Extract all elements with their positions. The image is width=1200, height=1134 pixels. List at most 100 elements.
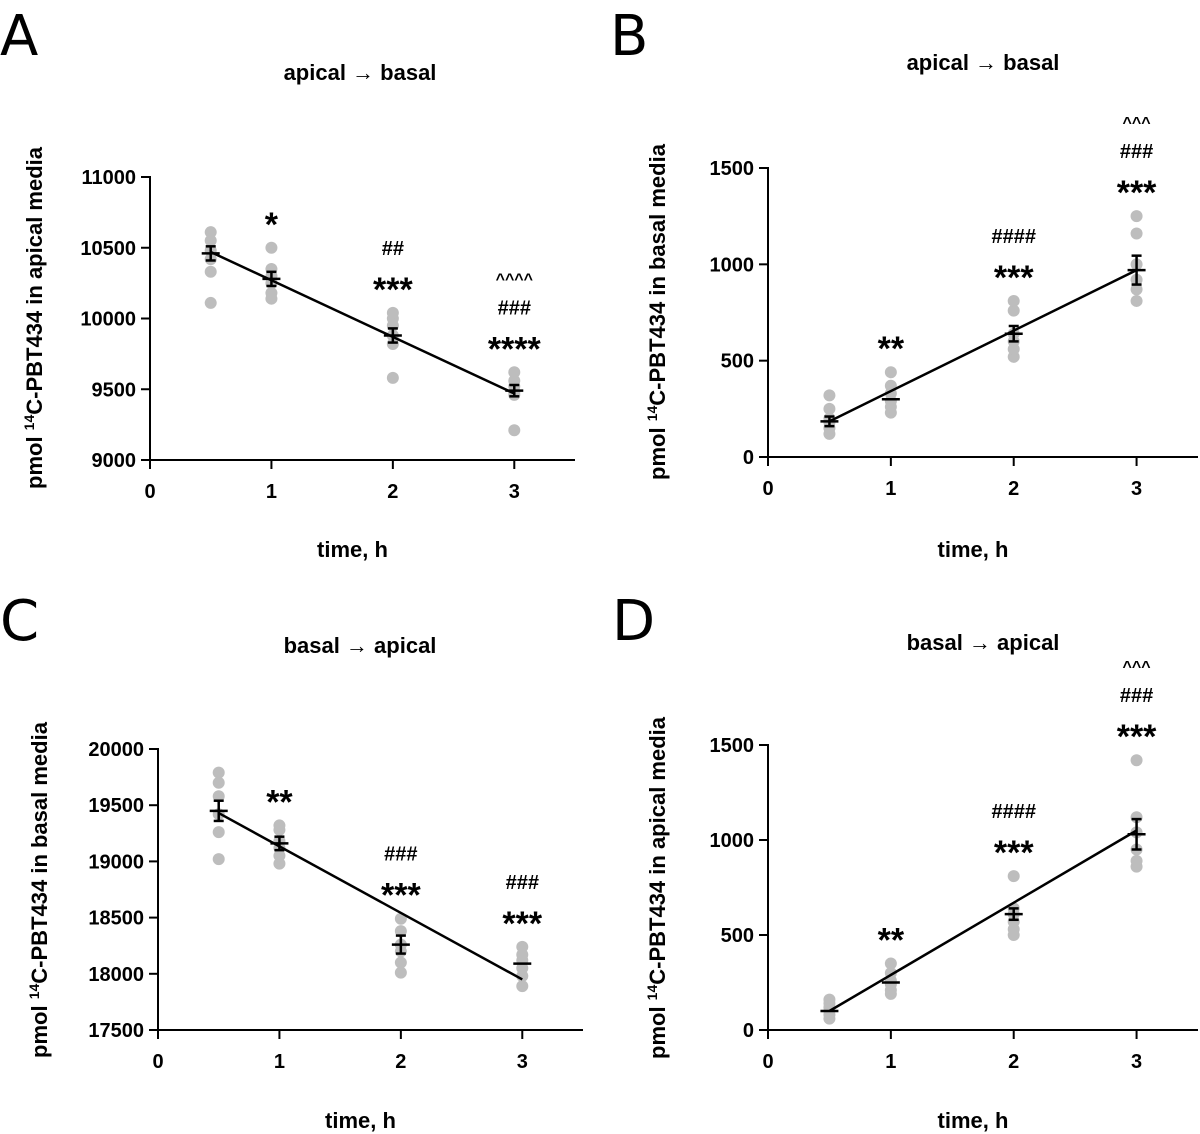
- x-tick-label: 2: [387, 481, 398, 503]
- data-point: [1007, 304, 1020, 317]
- x-tick-label: 2: [1008, 1051, 1019, 1073]
- y-tick-label: 11000: [81, 167, 136, 189]
- x-axis-label: time, h: [938, 1108, 1009, 1133]
- data-point: [1007, 294, 1020, 307]
- mean-error-bar: [209, 799, 228, 823]
- data-point: [204, 296, 217, 309]
- significance-mark: ###: [384, 844, 417, 866]
- chart-title: apical → basal: [284, 60, 437, 85]
- x-tick-label: 2: [395, 1051, 406, 1073]
- x-tick-label: 2: [1008, 478, 1019, 500]
- data-point: [212, 826, 225, 839]
- significance-mark: **: [878, 922, 905, 960]
- x-tick-label: 0: [762, 478, 773, 500]
- y-tick-label: 18500: [88, 908, 144, 930]
- chart-title: apical → basal: [907, 50, 1060, 75]
- data-point: [386, 306, 399, 319]
- mean-error-bar: [262, 270, 281, 288]
- y-tick-label: 20000: [88, 739, 144, 761]
- panel-letter: A: [0, 4, 38, 69]
- significance-mark: **: [266, 783, 293, 821]
- chart-title: basal → apical: [284, 633, 437, 658]
- regression-line: [828, 829, 1138, 1013]
- mean-error-bar: [820, 415, 839, 428]
- data-point: [394, 925, 407, 938]
- mean-error-bar: [270, 835, 289, 852]
- regression-line: [218, 811, 523, 981]
- significance-mark: ###: [498, 297, 531, 319]
- data-point: [823, 993, 836, 1006]
- significance-mark: ##: [382, 238, 404, 260]
- mean-error-bar: [391, 934, 410, 955]
- data-point: [212, 790, 225, 803]
- y-tick-label: 0: [743, 1020, 754, 1042]
- data-point: [212, 853, 225, 866]
- data-point: [1130, 227, 1143, 240]
- y-axis-label: pmol 14C-PBT434 in apical media: [21, 146, 47, 489]
- significance-mark: ***: [1117, 718, 1157, 756]
- data-point: [884, 957, 897, 970]
- x-tick-label: 1: [274, 1051, 285, 1073]
- data-point: [1007, 870, 1020, 883]
- mean-error-bar: [1127, 817, 1146, 851]
- x-axis-label: time, h: [317, 537, 388, 562]
- y-tick-label: 500: [721, 925, 754, 947]
- data-point: [265, 241, 278, 254]
- x-tick-label: 3: [1131, 478, 1142, 500]
- data-point: [386, 371, 399, 384]
- y-tick-label: 1000: [710, 254, 755, 276]
- y-tick-label: 1500: [710, 158, 755, 180]
- data-point: [1130, 754, 1143, 767]
- x-tick-label: 3: [517, 1051, 528, 1073]
- significance-mark: ####: [991, 801, 1036, 823]
- data-point: [516, 940, 529, 953]
- y-tick-label: 1000: [710, 830, 755, 852]
- data-point: [508, 366, 521, 379]
- data-point: [823, 402, 836, 415]
- mean-error-bar: [505, 383, 524, 398]
- x-axis-label: time, h: [938, 537, 1009, 562]
- data-point: [823, 389, 836, 402]
- data-point: [204, 265, 217, 278]
- significance-mark: ***: [381, 877, 421, 915]
- mean-error-bar: [1004, 907, 1023, 922]
- y-tick-label: 9500: [92, 379, 137, 401]
- data-point: [508, 424, 521, 437]
- significance-mark: ***: [1117, 174, 1157, 212]
- data-point: [212, 766, 225, 779]
- x-tick-label: 0: [144, 481, 155, 503]
- panel-letter: B: [610, 4, 648, 69]
- panel-letter: C: [0, 589, 39, 654]
- data-point: [386, 337, 399, 350]
- significance-mark: ###: [506, 872, 539, 894]
- significance-mark: ###: [1120, 141, 1153, 163]
- y-tick-label: 18000: [88, 964, 144, 986]
- significance-mark: ^^^^: [496, 271, 533, 288]
- significance-mark: *: [265, 206, 279, 244]
- y-tick-label: 0: [743, 447, 754, 469]
- x-tick-label: 1: [885, 1051, 896, 1073]
- significance-mark: ***: [994, 834, 1034, 872]
- panel-letter: D: [612, 589, 655, 654]
- regression-line: [828, 268, 1138, 423]
- y-tick-label: 10500: [80, 238, 136, 260]
- data-point: [265, 287, 278, 300]
- x-tick-label: 1: [266, 481, 277, 503]
- y-axis-label: pmol 14C-PBT434 in basal media: [26, 721, 52, 1058]
- y-tick-label: 500: [721, 351, 754, 373]
- data-point: [394, 966, 407, 979]
- x-tick-label: 1: [885, 478, 896, 500]
- data-point: [273, 819, 286, 832]
- mean-error-bar: [201, 245, 220, 262]
- chart-title: basal → apical: [907, 630, 1060, 655]
- data-point: [1130, 294, 1143, 307]
- x-tick-label: 3: [509, 481, 520, 503]
- data-point: [1130, 283, 1143, 296]
- y-tick-label: 1500: [710, 735, 755, 757]
- significance-mark: ####: [991, 226, 1036, 248]
- significance-mark: ^^^: [1123, 115, 1151, 132]
- y-axis-label: pmol 14C-PBT434 in basal media: [644, 143, 670, 480]
